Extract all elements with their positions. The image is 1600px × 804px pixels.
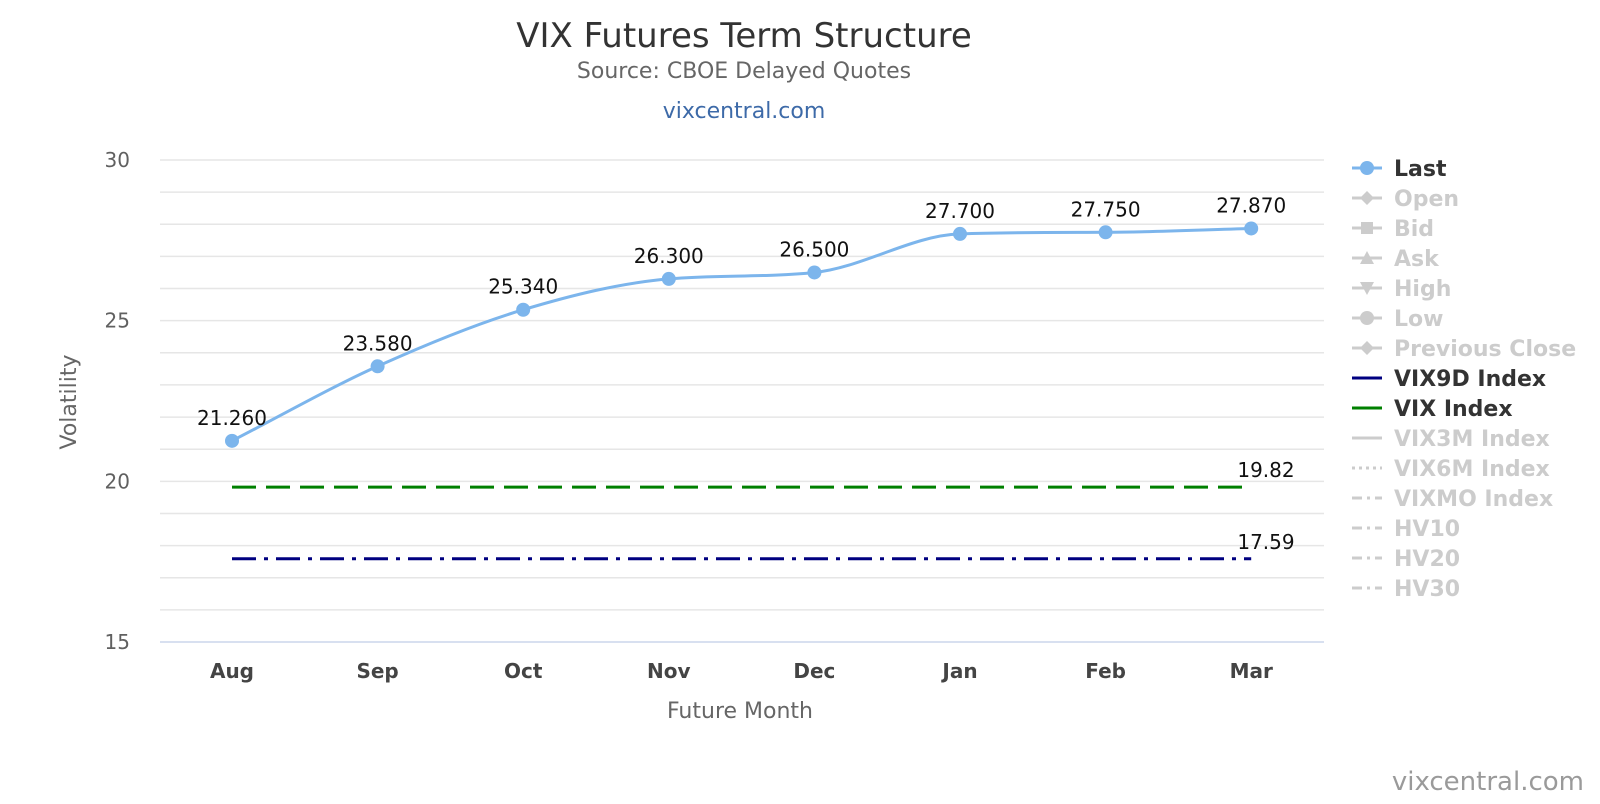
grid-lines [160,159,1324,643]
legend: Last Open Bid Ask High Low Previous Close VIX9D… [1352,157,1576,602]
legend-label: High [1394,277,1451,302]
x-tick-label: Jan [940,659,977,683]
legend-item-vix6m-index[interactable]: VIX6M Index [1352,457,1550,482]
chart-title: VIX Futures Term Structure [516,16,972,56]
legend-item-ask[interactable]: Ask [1352,247,1440,272]
last-data-label: 26.500 [779,237,849,261]
last-data-label: 23.580 [343,331,413,355]
x-tick-label: Mar [1230,659,1273,683]
last-series-line [231,226,1252,443]
legend-label: HV30 [1394,577,1460,602]
y-axis-title: Volatility [57,354,82,449]
x-axis-title: Future Month [667,699,813,724]
legend-label: Last [1394,157,1447,182]
legend-item-hv30[interactable]: HV30 [1352,577,1460,602]
vix9d-index-label: 17.59 [1237,530,1294,554]
last-data-label: 25.340 [488,275,558,299]
x-tick-label: Nov [647,659,691,683]
last-data-label: 26.300 [634,244,704,268]
legend-item-vixmo-index[interactable]: VIXMO Index [1352,487,1553,512]
last-point [1098,225,1113,240]
last-data-label: 21.260 [197,406,267,430]
legend-item-bid[interactable]: Bid [1352,217,1434,242]
legend-label: HV10 [1394,517,1460,542]
legend-label: Previous Close [1394,337,1576,362]
legend-diamond-icon [1360,341,1374,355]
legend-item-hv10[interactable]: HV10 [1352,517,1460,542]
vix-index-label: 19.82 [1237,458,1294,482]
last-data-label: 27.700 [925,199,995,223]
x-tick-label: Sep [356,659,398,683]
legend-circle-icon [1360,161,1374,175]
legend-square-icon [1361,222,1373,234]
last-point [953,226,967,241]
legend-label: VIX6M Index [1394,457,1550,482]
y-axis: 15 20 25 30 [105,148,130,654]
legend-item-open[interactable]: Open [1352,187,1459,212]
x-tick-label: Feb [1085,659,1126,683]
legend-label: VIX9D Index [1394,367,1546,392]
last-point [807,265,822,280]
y-tick-label: 20 [105,469,130,493]
last-data-label: 27.870 [1216,193,1286,217]
last-data-label: 27.750 [1071,197,1141,221]
legend-label: HV20 [1394,547,1460,572]
legend-item-vix3m-index[interactable]: VIX3M Index [1352,427,1550,452]
legend-triangle-down-icon [1360,282,1374,295]
legend-label: Open [1394,187,1459,212]
y-tick-label: 30 [105,148,130,172]
legend-label: Low [1394,307,1443,332]
legend-label: Bid [1394,217,1434,242]
watermark: vixcentral.com [1392,767,1584,797]
legend-item-last[interactable]: Last [1352,157,1447,182]
legend-triangle-icon [1360,251,1374,264]
x-tick-label: Dec [793,659,835,683]
legend-item-hv20[interactable]: HV20 [1352,547,1460,572]
site-link[interactable]: vixcentral.com [663,99,826,124]
last-point [225,433,239,448]
last-point [370,359,385,374]
x-tick-label: Oct [504,659,543,683]
series-layer: 19.82 17.59 21.260 23.580 25.340 26.300 26.500… [197,193,1295,561]
x-tick-label: Aug [210,659,254,683]
legend-diamond-icon [1360,191,1374,205]
legend-item-vix-index[interactable]: VIX Index [1352,397,1513,422]
y-tick-label: 15 [105,630,130,654]
chart-subtitle: Source: CBOE Delayed Quotes [577,59,911,84]
legend-item-previous-close[interactable]: Previous Close [1352,337,1576,362]
legend-item-vix9d-index[interactable]: VIX9D Index [1352,367,1546,392]
last-point [1244,221,1259,236]
legend-label: Ask [1394,247,1440,272]
legend-label: VIXMO Index [1394,487,1553,512]
legend-item-low[interactable]: Low [1352,307,1443,332]
y-tick-label: 25 [105,309,130,333]
x-axis: Aug Sep Oct Nov Dec Jan Feb Mar [210,659,1273,683]
legend-item-high[interactable]: High [1352,277,1451,302]
last-point [516,302,531,317]
legend-label: VIX Index [1394,397,1513,422]
legend-circle-icon [1360,311,1374,325]
legend-label: VIX3M Index [1394,427,1550,452]
last-point [661,271,676,286]
